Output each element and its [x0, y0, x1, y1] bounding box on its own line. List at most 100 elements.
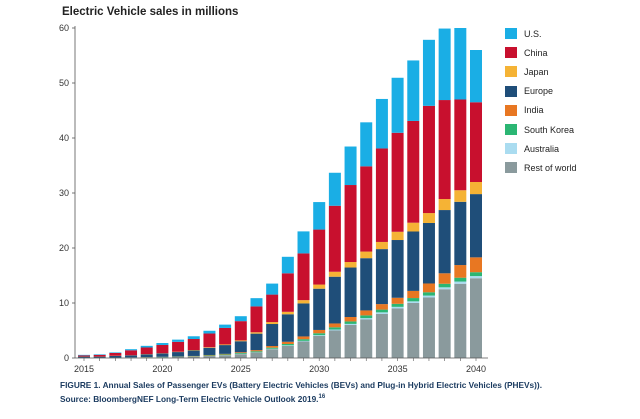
bar-segment-rest-of-world-2022: [187, 356, 200, 359]
x-tick-label-2030: 2030: [309, 364, 329, 374]
bar-segment-china-2039: [454, 99, 467, 191]
bar-segment-europe-2026: [250, 333, 263, 351]
bar-segment-australia-2035: [391, 306, 404, 309]
bar-segment-rest-of-world-2031: [328, 330, 341, 358]
bar-segment-u-s--2029: [297, 231, 310, 254]
bar-segment-rest-of-world-2027: [266, 349, 279, 358]
bar-segment-u-s--2033: [360, 122, 373, 167]
bar-segment-china-2015: [78, 355, 90, 357]
bar-segment-japan-2026: [250, 332, 263, 334]
bar-segment-rest-of-world-2040: [470, 278, 482, 358]
bar-segment-europe-2037: [422, 222, 435, 284]
bar-segment-china-2018: [125, 350, 138, 356]
bar-segment-u-s--2023: [203, 330, 216, 334]
bar-segment-india-2033: [360, 310, 373, 316]
bar-segment-japan-2028: [281, 311, 294, 315]
legend-swatch-japan: [505, 66, 517, 78]
legend-label-australia: Australia: [524, 143, 560, 154]
bar-segment-australia-2028: [281, 345, 294, 346]
bar-segment-u-s--2015: [78, 354, 90, 356]
bar-segment-australia-2039: [454, 281, 467, 284]
legend-item-australia: Australia: [505, 139, 577, 158]
bar-segment-europe-2015: [78, 356, 90, 358]
bar-segment-u-s--2017: [109, 352, 122, 353]
legend-swatch-china: [505, 47, 517, 59]
legend-swatch-australia: [505, 143, 517, 155]
bar-segment-u-s--2031: [328, 172, 341, 206]
bar-segment-europe-2040: [470, 194, 482, 258]
bar-segment-rest-of-world-2033: [360, 319, 373, 358]
y-tick-label-60: 60: [59, 23, 69, 33]
bar-segment-u-s--2038: [438, 28, 451, 101]
caption-line-1: FIGURE 1. Annual Sales of Passenger EVs …: [60, 380, 542, 390]
bar-segment-australia-2029: [297, 340, 310, 342]
bar-segment-south-korea-2037: [422, 292, 435, 296]
bar-segment-south-korea-2026: [250, 351, 263, 353]
bar-segment-china-2034: [375, 148, 388, 242]
bar-segment-india-2026: [250, 350, 263, 352]
bar-segment-u-s--2037: [422, 39, 435, 106]
bar-segment-india-2040: [470, 257, 482, 273]
bar-segment-south-korea-2033: [360, 315, 373, 319]
bar-segment-u-s--2025: [234, 316, 247, 322]
bar-segment-china-2032: [344, 185, 357, 263]
figure-caption: FIGURE 1. Annual Sales of Passenger EVs …: [60, 380, 542, 405]
x-tick-label-2015: 2015: [74, 364, 94, 374]
bar-segment-u-s--2040: [470, 50, 482, 103]
bar-segment-australia-2040: [470, 276, 482, 279]
bar-segment-japan-2039: [454, 190, 467, 202]
bar-segment-europe-2018: [125, 355, 138, 358]
bar-segment-australia-2031: [328, 329, 341, 331]
bar-segment-china-2027: [266, 294, 279, 323]
bar-segment-europe-2021: [172, 352, 185, 357]
legend-item-u-s-: U.S.: [505, 24, 577, 43]
bar-segment-europe-2036: [407, 231, 420, 291]
legend-swatch-u-s-: [505, 28, 517, 40]
chart-title: Electric Vehicle sales in millions: [62, 6, 239, 18]
bar-segment-europe-2027: [266, 324, 279, 347]
bar-segment-china-2017: [109, 353, 122, 356]
bar-segment-rest-of-world-2020: [156, 357, 169, 358]
bar-segment-europe-2038: [438, 210, 451, 274]
bar-segment-india-2028: [281, 341, 294, 344]
bar-segment-u-s--2028: [281, 256, 294, 274]
legend-item-india: India: [505, 101, 577, 120]
bar-segment-u-s--2035: [391, 77, 404, 133]
bar-segment-europe-2029: [297, 303, 310, 337]
bar-segment-japan-2033: [360, 251, 373, 259]
bar-segment-rest-of-world-2023: [203, 356, 216, 358]
bar-segment-china-2028: [281, 273, 294, 312]
legend-item-china: China: [505, 43, 577, 62]
bar-segment-south-korea-2023: [203, 355, 216, 356]
caption-source: Source: BloombergNEF Long-Term Electric …: [60, 393, 319, 404]
bar-segment-south-korea-2038: [438, 283, 451, 288]
bar-segment-south-korea-2032: [344, 321, 357, 324]
bar-segment-japan-2032: [344, 262, 357, 268]
bar-segment-japan-2024: [219, 344, 232, 346]
caption-footnote-ref: 16: [318, 393, 326, 400]
legend-item-japan: Japan: [505, 62, 577, 81]
bar-segment-rest-of-world-2038: [438, 289, 451, 358]
bar-segment-japan-2031: [328, 271, 341, 277]
bar-segment-india-2038: [438, 273, 451, 284]
bar-segment-china-2031: [328, 205, 341, 272]
y-tick-label-10: 10: [59, 298, 69, 308]
bar-segment-india-2027: [266, 346, 279, 348]
bar-segment-china-2040: [470, 102, 482, 182]
bar-segment-u-s--2020: [156, 343, 169, 345]
bar-segment-u-s--2016: [93, 354, 106, 355]
bar-segment-rest-of-world-2036: [407, 303, 420, 358]
bar-segment-south-korea-2036: [407, 298, 420, 302]
x-tick-label-2020: 2020: [152, 364, 172, 374]
bar-segment-rest-of-world-2039: [454, 283, 467, 358]
bar-segment-u-s--2026: [250, 298, 263, 307]
legend-label-europe: Europe: [524, 86, 554, 97]
bar-segment-south-korea-2034: [375, 309, 388, 313]
bar-segment-japan-2040: [470, 182, 482, 195]
y-tick-label-0: 0: [64, 353, 69, 363]
bar-segment-china-2021: [172, 341, 185, 352]
bar-segment-south-korea-2031: [328, 327, 341, 330]
bar-segment-australia-2036: [407, 301, 420, 303]
bar-segment-japan-2037: [422, 213, 435, 223]
